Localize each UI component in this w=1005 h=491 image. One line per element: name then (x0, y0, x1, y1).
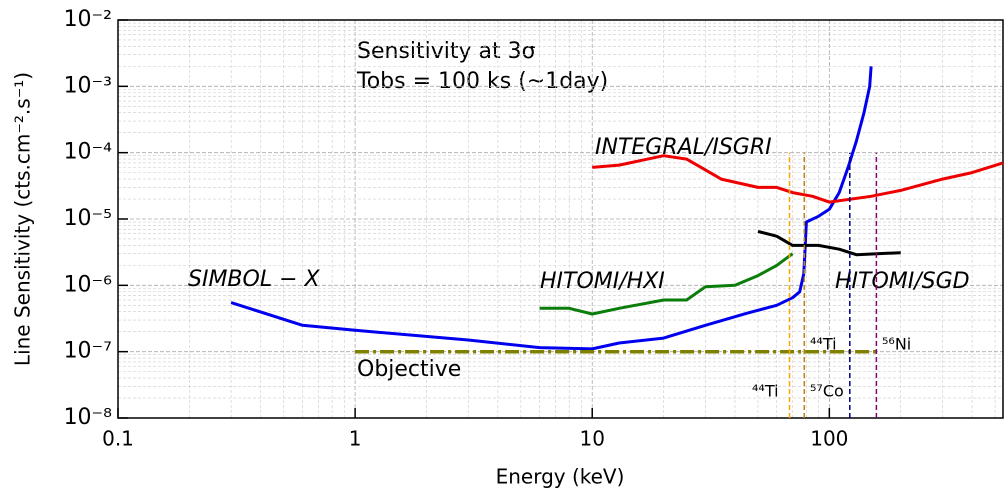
y-tick-label: 10⁻³ (64, 73, 112, 98)
y-tick-label: 10⁻⁶ (64, 272, 113, 297)
y-tick-label: 10⁻⁵ (64, 206, 112, 231)
plot-frame (117, 19, 1004, 419)
y-axis-label: Line Sensitivity (cts.cm⁻².s⁻¹) (11, 72, 35, 366)
series-label: Objective (357, 357, 461, 382)
y-tick-label: 10⁻⁷ (64, 339, 112, 364)
y-tick-label: 10⁻² (64, 7, 112, 32)
x-tick-label: 100 (810, 427, 848, 451)
series-label: HITOMI/SGD (835, 269, 970, 294)
x-tick-label: 10 (579, 427, 604, 451)
annotation: Tobs = 100 ks (~1day) (356, 69, 608, 94)
series-line (230, 66, 873, 351)
series-label: INTEGRAL/ISGRI (595, 135, 772, 160)
series-label: SIMBOL − X (188, 267, 321, 292)
series-label: HITOMI/HXI (540, 269, 665, 294)
series-line (592, 154, 1004, 204)
series-line (757, 229, 901, 257)
series-label: ⁴⁴Ti (810, 335, 837, 354)
x-axis-label: Energy (keV) (496, 465, 625, 489)
y-tick-label: 10⁻⁸ (64, 405, 113, 430)
series-label: ⁴⁴Ti (752, 382, 779, 401)
x-tick-label: 1 (349, 427, 362, 451)
series-line (539, 252, 794, 316)
x-tick-label: 0.1 (102, 427, 134, 451)
series-label: ⁵⁶Ni (882, 335, 911, 354)
y-tick-label: 10⁻⁴ (64, 140, 113, 165)
annotation: Sensitivity at 3σ (357, 39, 536, 64)
series-label: ⁵⁷Co (810, 382, 844, 401)
